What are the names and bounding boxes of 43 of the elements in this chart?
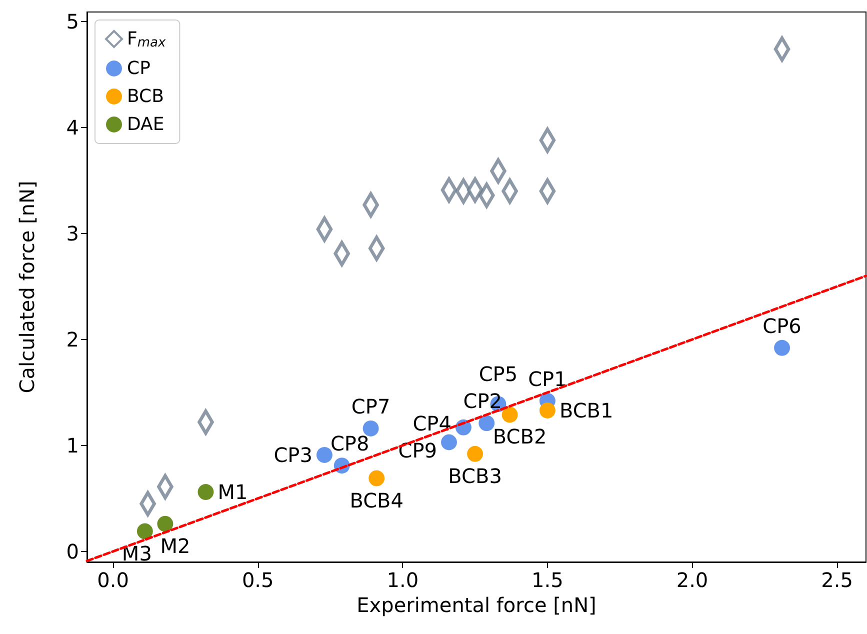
y-tick-label: 5 [66, 10, 79, 34]
data-label: CP5 [478, 362, 518, 386]
point [478, 415, 495, 432]
x-tick-label: 1.0 [386, 568, 419, 592]
x-tick-label: 1.5 [532, 568, 564, 592]
data-label: CP3 [274, 442, 312, 467]
y-tick-label: 2 [66, 327, 79, 352]
point [198, 484, 214, 500]
data-label: CP4 [412, 411, 452, 436]
data-label: BCB1 [559, 398, 614, 422]
point [441, 434, 457, 450]
y-tick-label: 1 [66, 433, 79, 458]
point [136, 523, 153, 540]
point [502, 406, 518, 423]
y-tick-label: 0 [66, 539, 79, 564]
y-axis-title: Calculated force [nN] [15, 180, 39, 394]
point [368, 470, 385, 486]
legend-label: DAE [127, 114, 164, 135]
x-tick-label: 0.5 [242, 568, 274, 592]
point [774, 340, 790, 356]
point [316, 446, 332, 463]
x-tick-label: 2.5 [821, 568, 853, 592]
y-tick-label: 3 [66, 221, 79, 246]
data-label: CP6 [762, 314, 802, 338]
point [362, 420, 379, 436]
point [157, 516, 174, 532]
data-label: BCB3 [448, 464, 502, 488]
data-label: M3 [122, 541, 152, 566]
x-tick-label: 0.0 [97, 568, 129, 592]
x-axis-title: Experimental force [nN] [356, 592, 596, 617]
y-tick-label: 4 [66, 116, 79, 140]
x-tick-label: 2.0 [676, 568, 708, 592]
data-label: CP8 [330, 432, 370, 456]
data-label: CP7 [351, 394, 390, 418]
data-label: BCB2 [492, 424, 547, 449]
data-label: M2 [160, 534, 190, 558]
point [539, 402, 556, 418]
data-label: CP1 [528, 366, 567, 391]
legend-label: CP [127, 58, 151, 79]
data-label: M1 [218, 480, 248, 504]
point [467, 446, 484, 462]
legend-label: BCB [127, 86, 164, 107]
data-label: BCB4 [350, 488, 404, 512]
